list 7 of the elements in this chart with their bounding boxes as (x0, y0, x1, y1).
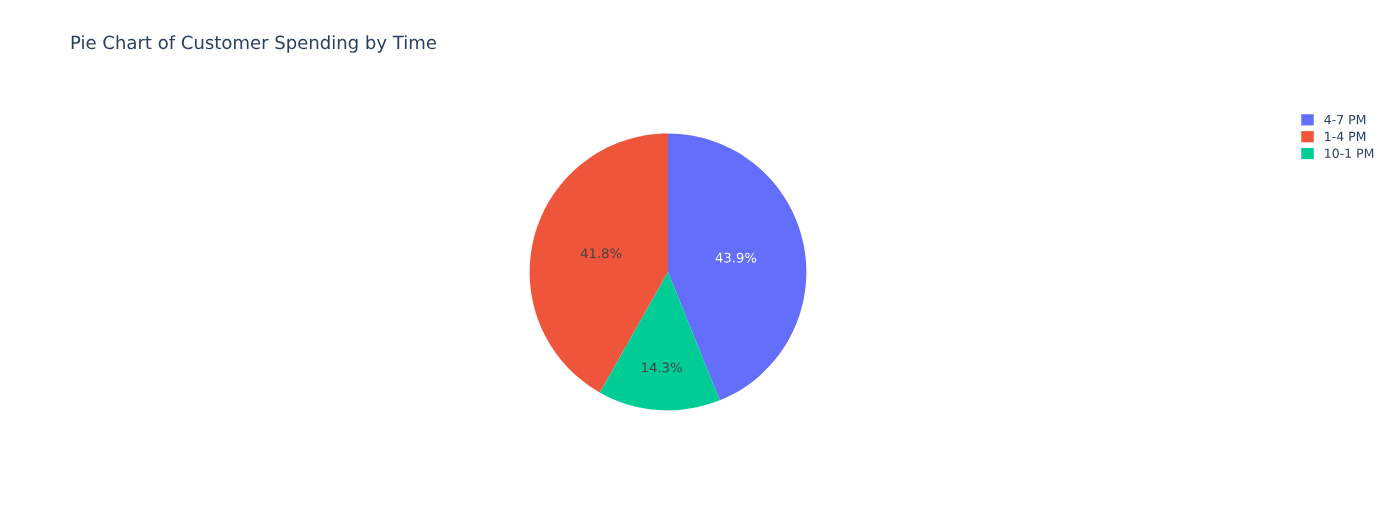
legend-label: 10-1 PM (1325, 148, 1374, 158)
legend-label: 4-7 PM (1324, 115, 1366, 125)
data-label: 43.9% (715, 252, 757, 263)
text: Pie Chart of Customer Spending by Time (71, 35, 436, 53)
legend-label: 1-4 PM (1325, 131, 1366, 141)
data-label: 41.8% (580, 248, 622, 259)
data-label: 14.3% (642, 362, 682, 373)
